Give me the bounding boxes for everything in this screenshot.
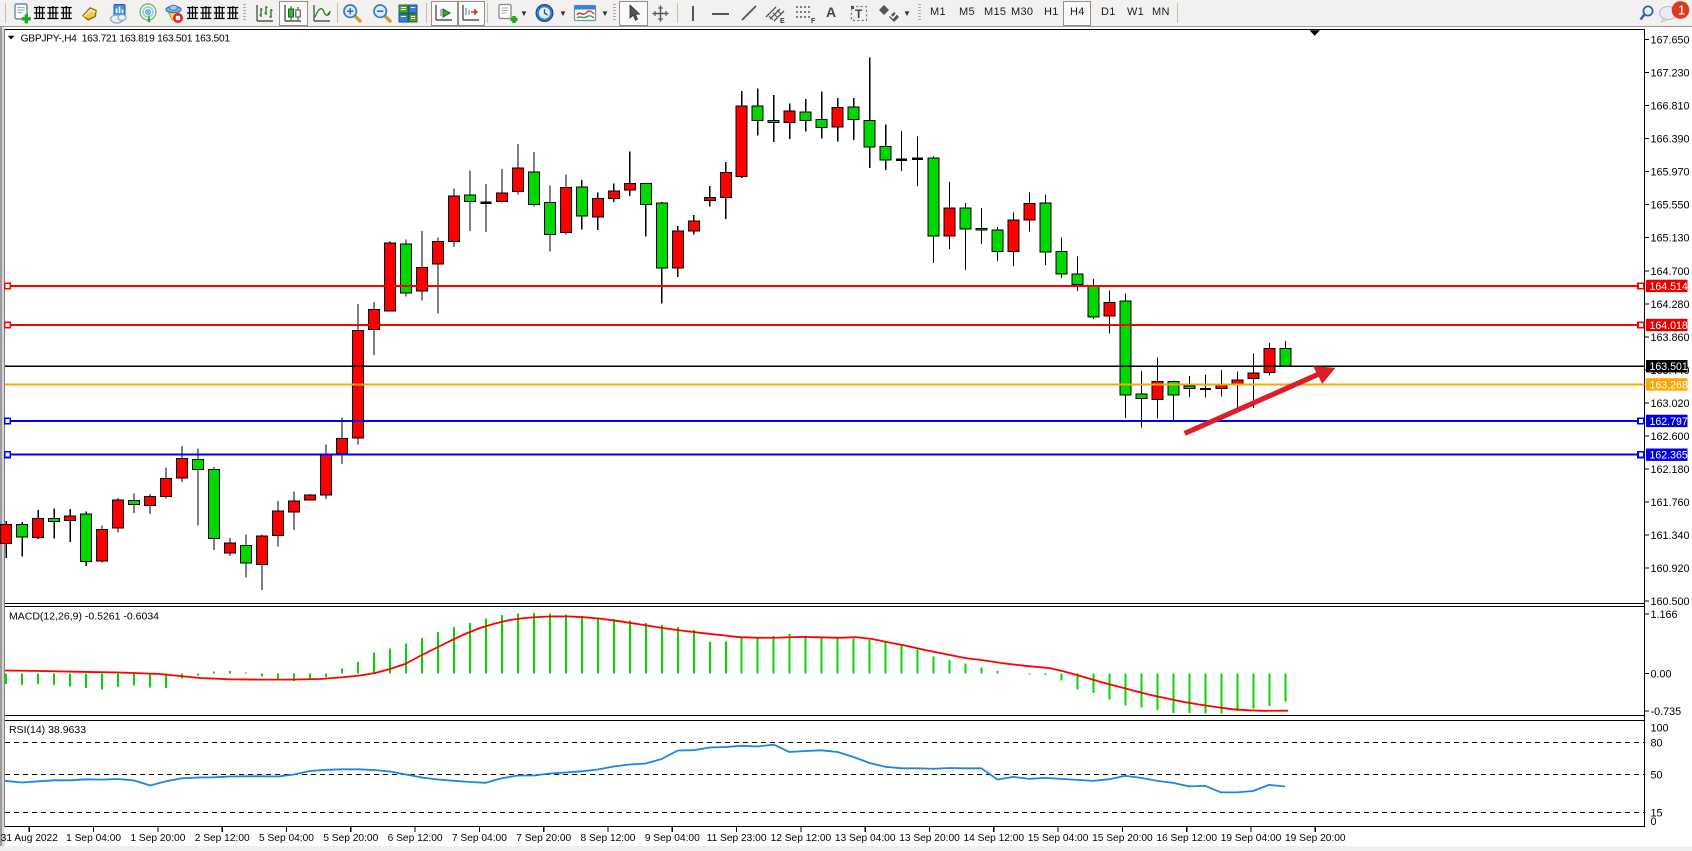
svg-text:164.514: 164.514 <box>1650 281 1688 293</box>
svg-text:19 Sep 20:00: 19 Sep 20:00 <box>1285 833 1346 844</box>
svg-text:7 Sep 20:00: 7 Sep 20:00 <box>516 833 571 844</box>
svg-text:5 Sep 04:00: 5 Sep 04:00 <box>259 833 314 844</box>
svg-text:162.797: 162.797 <box>1650 416 1688 428</box>
svg-text:164.280: 164.280 <box>1651 299 1690 311</box>
svg-text:50: 50 <box>1651 770 1663 782</box>
svg-text:166.390: 166.390 <box>1651 133 1690 145</box>
svg-text:14 Sep 12:00: 14 Sep 12:00 <box>963 833 1024 844</box>
svg-text:164.700: 164.700 <box>1651 266 1690 278</box>
svg-text:GBPJPY-,H4 163.721 163.819 16: GBPJPY-,H4 163.721 163.819 163.501 163.5… <box>21 34 231 45</box>
svg-text:163.860: 163.860 <box>1651 332 1690 344</box>
svg-text:80: 80 <box>1651 738 1663 750</box>
svg-text:163.020: 163.020 <box>1651 398 1690 410</box>
svg-text:167.230: 167.230 <box>1651 67 1690 79</box>
svg-text:5 Sep 20:00: 5 Sep 20:00 <box>323 833 378 844</box>
svg-text:13 Sep 20:00: 13 Sep 20:00 <box>899 833 960 844</box>
svg-text:15 Sep 04:00: 15 Sep 04:00 <box>1028 833 1089 844</box>
svg-text:167.650: 167.650 <box>1651 34 1690 46</box>
svg-text:163.268: 163.268 <box>1650 379 1688 391</box>
svg-text:2 Sep 12:00: 2 Sep 12:00 <box>195 833 250 844</box>
svg-text:6 Sep 12:00: 6 Sep 12:00 <box>388 833 443 844</box>
svg-text:T: T <box>855 7 863 21</box>
svg-text:0: 0 <box>1651 816 1657 828</box>
svg-text:160.500: 160.500 <box>1651 596 1690 608</box>
svg-text:12 Sep 12:00: 12 Sep 12:00 <box>771 833 832 844</box>
svg-text:1 Sep 04:00: 1 Sep 04:00 <box>66 833 121 844</box>
svg-text:161.340: 161.340 <box>1651 530 1690 542</box>
svg-text:MACD(12,26,9) -0.5261 -0.6034: MACD(12,26,9) -0.5261 -0.6034 <box>9 611 159 623</box>
svg-text:165.550: 165.550 <box>1651 199 1690 211</box>
svg-text:165.130: 165.130 <box>1651 232 1690 244</box>
svg-text:7 Sep 04:00: 7 Sep 04:00 <box>452 833 507 844</box>
svg-text:162.180: 162.180 <box>1651 464 1690 476</box>
svg-text:1: 1 <box>1678 3 1685 18</box>
svg-text:164.018: 164.018 <box>1650 320 1688 332</box>
svg-text:15: 15 <box>1651 808 1663 820</box>
svg-text:-0.735: -0.735 <box>1651 706 1682 718</box>
svg-text:100: 100 <box>1651 722 1669 734</box>
svg-text:0.00: 0.00 <box>1651 668 1672 680</box>
svg-text:165.970: 165.970 <box>1651 166 1690 178</box>
svg-text:16 Sep 12:00: 16 Sep 12:00 <box>1156 833 1217 844</box>
svg-text:RSI(14) 38.9633: RSI(14) 38.9633 <box>9 724 86 736</box>
svg-text:1 Sep 20:00: 1 Sep 20:00 <box>130 833 185 844</box>
svg-text:1.166: 1.166 <box>1651 609 1678 621</box>
svg-text:F: F <box>811 18 816 25</box>
svg-text:31 Aug 2022: 31 Aug 2022 <box>1 833 59 844</box>
svg-text:163.501: 163.501 <box>1650 361 1688 373</box>
svg-text:161.760: 161.760 <box>1651 497 1690 509</box>
svg-text:166.810: 166.810 <box>1651 100 1690 112</box>
svg-text:19 Sep 04:00: 19 Sep 04:00 <box>1221 833 1282 844</box>
svg-text:8 Sep 12:00: 8 Sep 12:00 <box>581 833 636 844</box>
svg-text:11 Sep 23:00: 11 Sep 23:00 <box>707 833 767 844</box>
svg-text:162.365: 162.365 <box>1650 450 1688 462</box>
svg-text:15 Sep 20:00: 15 Sep 20:00 <box>1092 833 1153 844</box>
svg-text:13 Sep 04:00: 13 Sep 04:00 <box>835 833 896 844</box>
svg-text:9 Sep 04:00: 9 Sep 04:00 <box>645 833 700 844</box>
svg-text:E: E <box>780 18 785 25</box>
svg-text:160.920: 160.920 <box>1651 563 1690 575</box>
svg-text:162.600: 162.600 <box>1651 431 1690 443</box>
